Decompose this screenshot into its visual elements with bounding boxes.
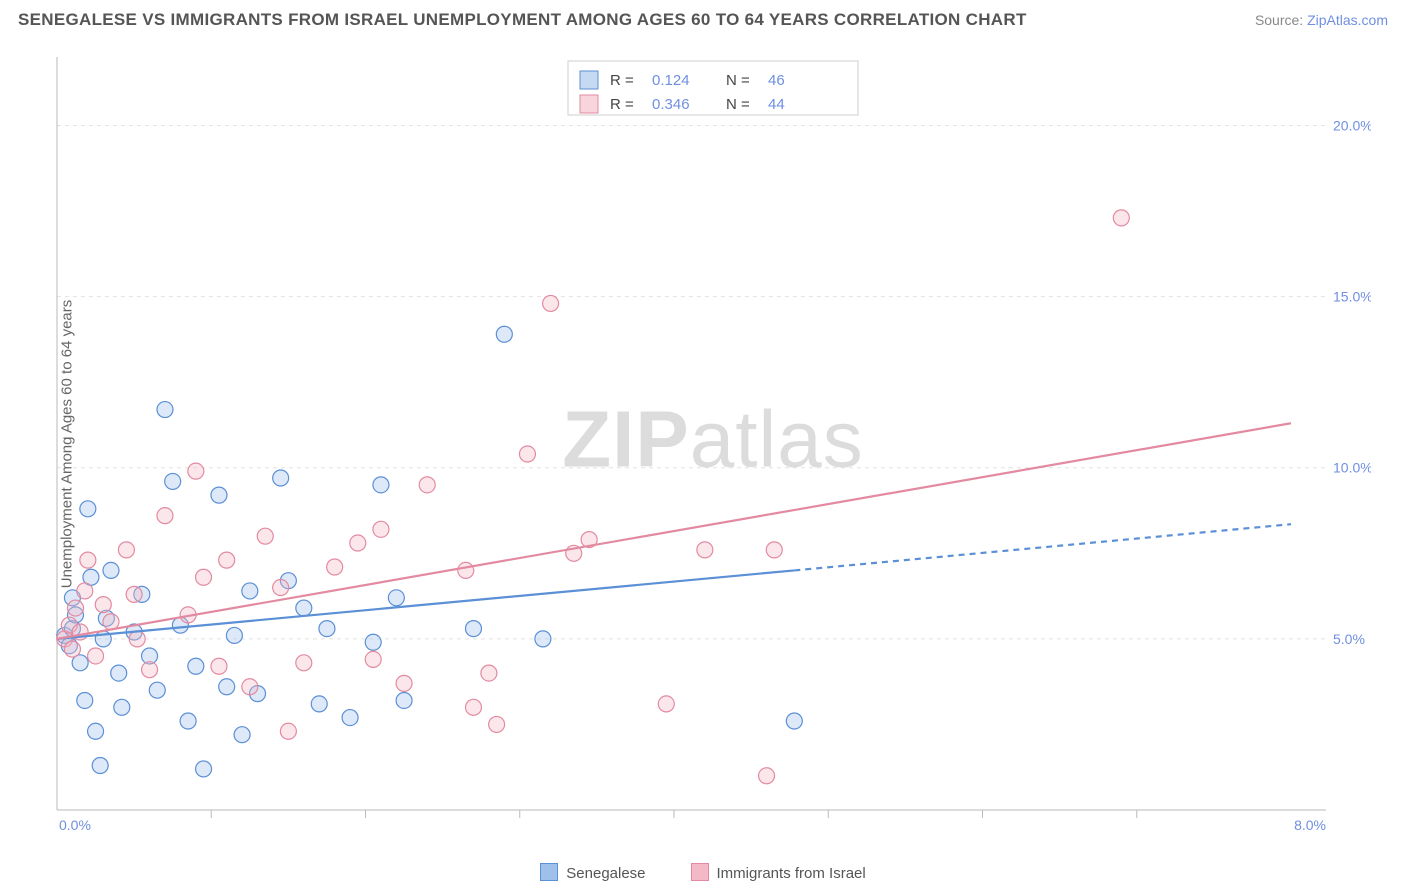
- plot-area: Unemployment Among Ages 60 to 64 years 5…: [55, 55, 1371, 832]
- svg-text:N =: N =: [726, 96, 750, 113]
- bottom-legend: Senegalese Immigrants from Israel: [0, 863, 1406, 882]
- legend-swatch-israel: [691, 863, 709, 881]
- legend-label-senegalese: Senegalese: [566, 865, 645, 882]
- chart-title: SENEGALESE VS IMMIGRANTS FROM ISRAEL UNE…: [18, 10, 1027, 30]
- title-bar: SENEGALESE VS IMMIGRANTS FROM ISRAEL UNE…: [18, 10, 1388, 30]
- svg-text:R =: R =: [610, 72, 634, 89]
- source-label: Source:: [1255, 12, 1303, 28]
- legend-label-israel: Immigrants from Israel: [717, 865, 866, 882]
- source-link[interactable]: ZipAtlas.com: [1307, 12, 1388, 28]
- legend-item-israel: Immigrants from Israel: [691, 863, 866, 882]
- scatter-plot-svg: 5.0% 10.0% 15.0% 20.0% 0.0% 8.0% R = 0.124 N = 46…: [55, 55, 1371, 832]
- svg-text:8.0%: 8.0%: [1294, 817, 1326, 832]
- svg-text:44: 44: [768, 96, 785, 113]
- svg-text:46: 46: [768, 72, 785, 89]
- svg-text:20.0%: 20.0%: [1333, 117, 1371, 133]
- source-attribution: Source: ZipAtlas.com: [1255, 12, 1388, 28]
- svg-text:N =: N =: [726, 72, 750, 89]
- svg-text:0.346: 0.346: [652, 96, 690, 113]
- legend-swatch-senegalese: [540, 863, 558, 881]
- svg-text:0.124: 0.124: [652, 72, 690, 89]
- legend-item-senegalese: Senegalese: [540, 863, 645, 882]
- svg-text:R =: R =: [610, 96, 634, 113]
- svg-text:15.0%: 15.0%: [1333, 289, 1371, 305]
- chart-container: SENEGALESE VS IMMIGRANTS FROM ISRAEL UNE…: [0, 0, 1406, 892]
- svg-text:10.0%: 10.0%: [1333, 460, 1371, 476]
- y-axis-label: Unemployment Among Ages 60 to 64 years: [59, 299, 76, 588]
- svg-text:0.0%: 0.0%: [59, 817, 91, 832]
- svg-text:5.0%: 5.0%: [1333, 631, 1365, 647]
